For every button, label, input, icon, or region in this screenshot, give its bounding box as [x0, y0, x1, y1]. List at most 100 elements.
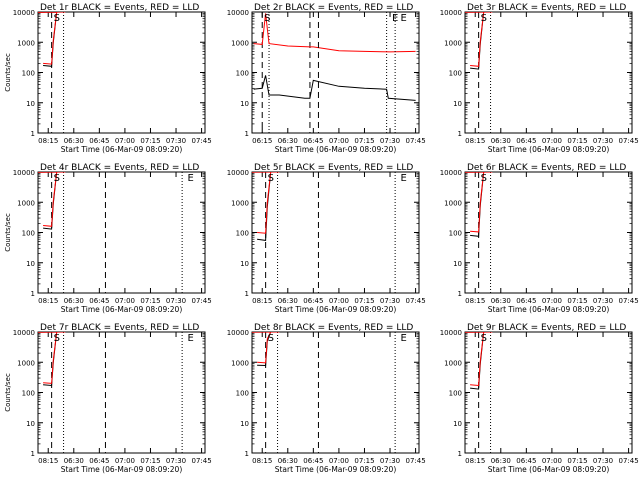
start-marker: S — [54, 13, 60, 24]
x-tick-label: 08:15 — [465, 137, 485, 145]
x-tick-label: 07:15 — [567, 297, 587, 305]
x-tick-label: 08:15 — [38, 137, 58, 145]
y-tick-label: 10000 — [13, 169, 35, 177]
lld-series-line — [465, 12, 493, 67]
plot-frame — [464, 331, 633, 454]
chart-title: Det 5r BLACK = Events, RED = LLD — [254, 163, 413, 173]
chart-panel-6: Det 6r BLACK = Events, RED = LLD 1 10 100 10… — [317, 163, 639, 314]
lld-series-line — [465, 172, 493, 233]
x-tick-label: 07:15 — [354, 297, 374, 305]
y-tick-label: 10000 — [440, 9, 462, 17]
y-tick-label: 10 — [240, 260, 249, 268]
start-marker: S — [264, 13, 270, 24]
x-tick-label: 06:30 — [278, 137, 298, 145]
events-series-line — [252, 172, 280, 241]
x-tick-label: 06:30 — [278, 297, 298, 305]
y-tick-label: 1000 — [231, 39, 249, 47]
chart-title: Det 8r BLACK = Events, RED = LLD — [254, 323, 413, 333]
chart-panel-3: Det 3r BLACK = Events, RED = LLD 1 10 100 10… — [317, 3, 639, 154]
chart-title: Det 4r BLACK = Events, RED = LLD — [40, 163, 199, 173]
y-tick-label: 100 — [236, 230, 249, 238]
y-tick-label: 10000 — [440, 329, 462, 337]
x-tick-label: 07:00 — [115, 137, 135, 145]
plot-frame — [251, 331, 420, 454]
plot-frame — [251, 11, 420, 134]
x-tick-label: 06:30 — [278, 457, 298, 465]
lld-series-line — [38, 172, 66, 227]
y-tick-label: 10 — [453, 260, 462, 268]
x-tick-label: 06:45 — [516, 137, 536, 145]
y-tick-label: 1 — [31, 290, 35, 298]
x-tick-label: 08:15 — [465, 457, 485, 465]
y-tick-label: 100 — [22, 70, 35, 78]
x-tick-label: 06:45 — [89, 457, 109, 465]
x-tick-label: 06:30 — [64, 457, 84, 465]
x-tick-label: 07:00 — [115, 297, 135, 305]
end-marker: E — [187, 333, 193, 344]
chart-title: Det 9r BLACK = Events, RED = LLD — [467, 323, 626, 333]
start-marker: S — [481, 13, 487, 24]
y-tick-label: 10000 — [440, 169, 462, 177]
x-tick-label: 08:15 — [252, 297, 272, 305]
x-tick-label: 06:45 — [89, 297, 109, 305]
y-tick-label: 100 — [449, 390, 462, 398]
lld-series-line — [252, 172, 280, 234]
start-marker: S — [268, 173, 274, 184]
x-tick-label: 06:45 — [89, 137, 109, 145]
x-tick-label: 06:45 — [516, 297, 536, 305]
x-tick-label: 07:45 — [618, 137, 638, 145]
y-tick-label: 1 — [458, 290, 462, 298]
x-tick-label: 07:15 — [354, 137, 374, 145]
lld-series-line — [38, 332, 66, 384]
y-tick-label: 1000 — [17, 199, 35, 207]
y-tick-label: 1 — [245, 450, 249, 458]
x-tick-label: 06:30 — [64, 137, 84, 145]
x-axis-label: Start Time (06-Mar-09 08:09:20) — [275, 465, 397, 474]
x-tick-label: 07:15 — [140, 457, 160, 465]
start-marker: S — [268, 333, 274, 344]
x-tick-label: 07:30 — [166, 137, 186, 145]
x-tick-label: 06:30 — [64, 297, 84, 305]
chart-panel-1: Det 1r BLACK = Events, RED = LLD 1 10 100 10… — [4, 3, 212, 154]
x-axis-label: Start Time (06-Mar-09 08:09:20) — [275, 305, 397, 314]
x-tick-label: 07:45 — [191, 457, 211, 465]
x-axis-label: Start Time (06-Mar-09 08:09:20) — [61, 465, 183, 474]
x-tick-label: 07:00 — [542, 137, 562, 145]
x-tick-label: 07:15 — [567, 137, 587, 145]
y-axis-label: Counts/sec — [4, 53, 12, 92]
y-tick-label: 1 — [458, 450, 462, 458]
x-tick-label: 07:15 — [140, 297, 160, 305]
chart-panel-5: Det 5r BLACK = Events, RED = LLD 1 10 100 10… — [104, 163, 426, 314]
plot-frame — [37, 171, 206, 294]
y-tick-label: 10000 — [227, 329, 249, 337]
y-tick-label: 1000 — [444, 39, 462, 47]
y-tick-label: 1000 — [444, 199, 462, 207]
y-tick-label: 1000 — [231, 359, 249, 367]
y-tick-label: 10000 — [13, 9, 35, 17]
end-marker: E — [400, 173, 406, 184]
plot-frame — [464, 11, 633, 134]
y-tick-label: 1 — [245, 290, 249, 298]
x-tick-label: 07:00 — [542, 457, 562, 465]
x-tick-label: 08:15 — [252, 457, 272, 465]
x-tick-label: 06:45 — [303, 137, 323, 145]
x-tick-label: 06:30 — [491, 297, 511, 305]
x-tick-label: 06:45 — [516, 457, 536, 465]
y-tick-label: 1000 — [17, 39, 35, 47]
y-tick-label: 10 — [240, 100, 249, 108]
events-series-line — [465, 172, 493, 237]
y-tick-label: 100 — [236, 70, 249, 78]
y-tick-label: 1 — [245, 130, 249, 138]
events-series-line — [252, 332, 280, 367]
x-axis-label: Start Time (06-Mar-09 08:09:20) — [61, 305, 183, 314]
plot-frame — [464, 171, 633, 294]
start-marker: S — [481, 333, 487, 344]
chart-panel-2: Det 2r BLACK = Events, RED = LLD 1 10 100 10… — [227, 3, 426, 154]
y-tick-label: 100 — [449, 70, 462, 78]
start-marker: S — [54, 173, 60, 184]
y-tick-label: 100 — [22, 390, 35, 398]
x-tick-label: 07:45 — [191, 137, 211, 145]
x-tick-label: 07:00 — [329, 137, 349, 145]
x-tick-label: 08:15 — [465, 297, 485, 305]
